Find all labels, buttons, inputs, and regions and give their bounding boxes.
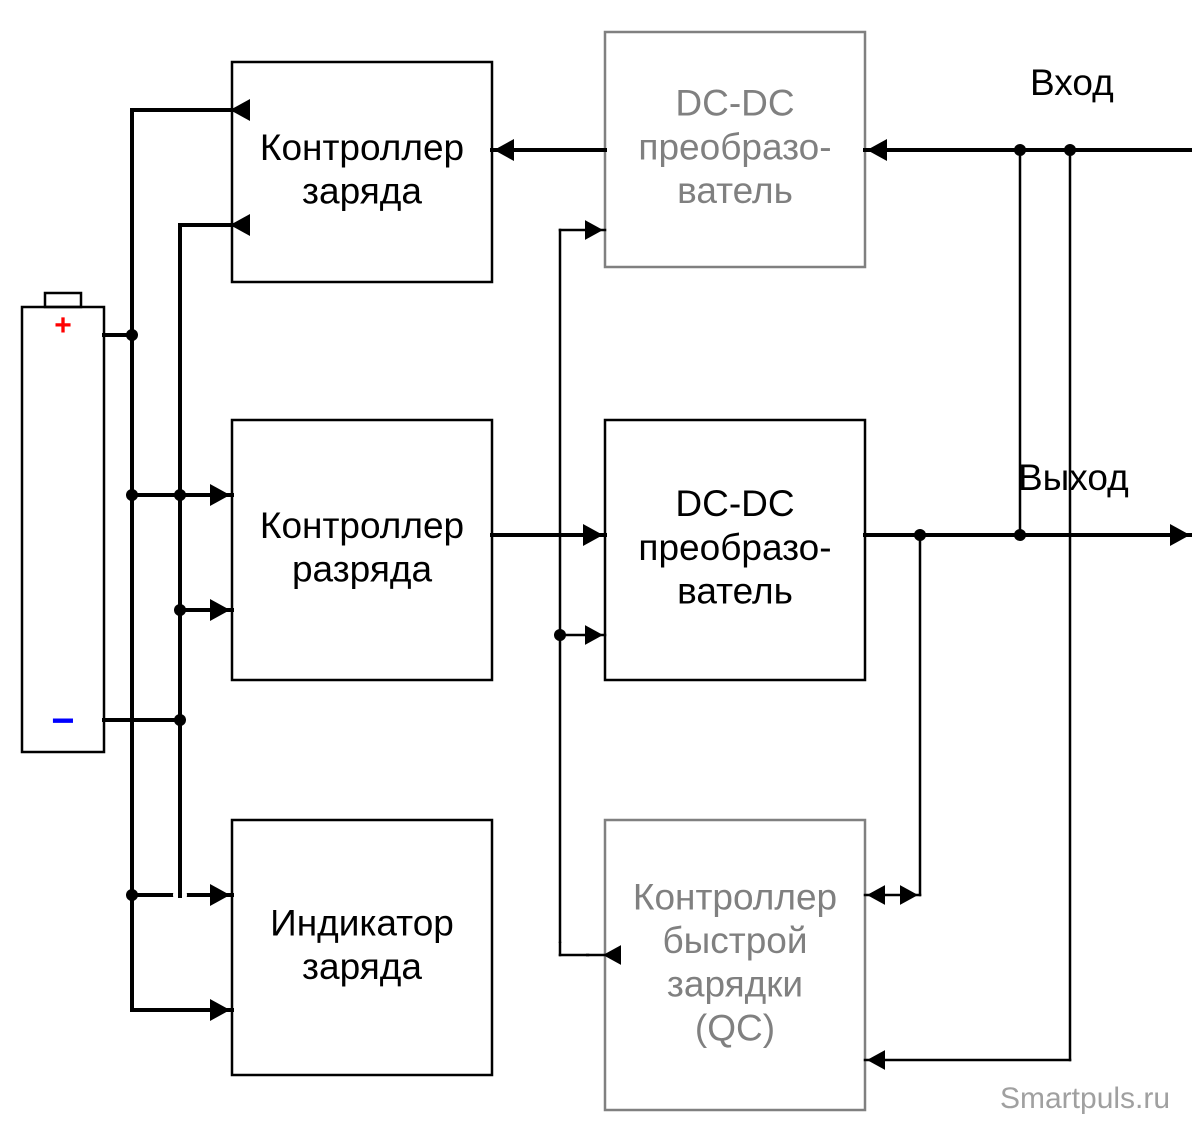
battery-minus: − — [51, 699, 74, 743]
battery-body — [22, 307, 104, 752]
block-label-dcdc_top-0: DC-DC — [675, 83, 794, 124]
watermark: Smartpuls.ru — [1000, 1082, 1170, 1115]
output-label: Выход — [1018, 457, 1129, 498]
battery-cap — [45, 293, 81, 307]
block-label-dcdc_mid-0: DC-DC — [675, 483, 794, 524]
block-label-dcdc_mid-2: ватель — [677, 570, 793, 611]
battery-plus: + — [54, 309, 72, 342]
block-label-qc-2: зарядки — [667, 964, 803, 1005]
input-label: Вход — [1030, 62, 1114, 103]
block-label-dcdc_mid-1: преобразо- — [638, 527, 831, 568]
block-label-indicator-1: заряда — [302, 946, 422, 987]
block-label-discharge_ctrl-0: Контроллер — [260, 505, 464, 546]
block-label-qc-0: Контроллер — [633, 876, 837, 917]
block-label-discharge_ctrl-1: разряда — [292, 549, 432, 590]
block-label-dcdc_top-1: преобразо- — [638, 126, 831, 167]
block-label-charge_ctrl-1: заряда — [302, 171, 422, 212]
block-label-charge_ctrl-0: Контроллер — [260, 127, 464, 168]
block-label-qc-3: (QC) — [695, 1007, 775, 1048]
block-label-qc-1: быстрой — [662, 920, 807, 961]
block-label-dcdc_top-2: ватель — [677, 170, 793, 211]
block-label-indicator-0: Индикатор — [270, 902, 454, 943]
